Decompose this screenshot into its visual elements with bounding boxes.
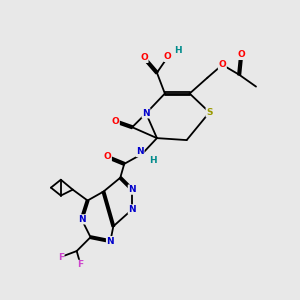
Text: N: N bbox=[128, 185, 136, 194]
Text: N: N bbox=[78, 215, 86, 224]
Text: S: S bbox=[206, 108, 213, 117]
Text: N: N bbox=[128, 205, 136, 214]
Text: F: F bbox=[58, 253, 64, 262]
Text: O: O bbox=[237, 50, 245, 59]
Text: O: O bbox=[164, 52, 172, 62]
Text: N: N bbox=[142, 109, 150, 118]
Text: O: O bbox=[111, 117, 119, 126]
Text: H: H bbox=[149, 156, 157, 165]
Text: H: H bbox=[174, 46, 182, 56]
Text: O: O bbox=[103, 152, 111, 161]
Text: N: N bbox=[136, 148, 144, 157]
Text: N: N bbox=[106, 237, 114, 246]
Text: F: F bbox=[78, 260, 84, 269]
Text: O: O bbox=[140, 53, 148, 62]
Text: O: O bbox=[218, 60, 226, 69]
